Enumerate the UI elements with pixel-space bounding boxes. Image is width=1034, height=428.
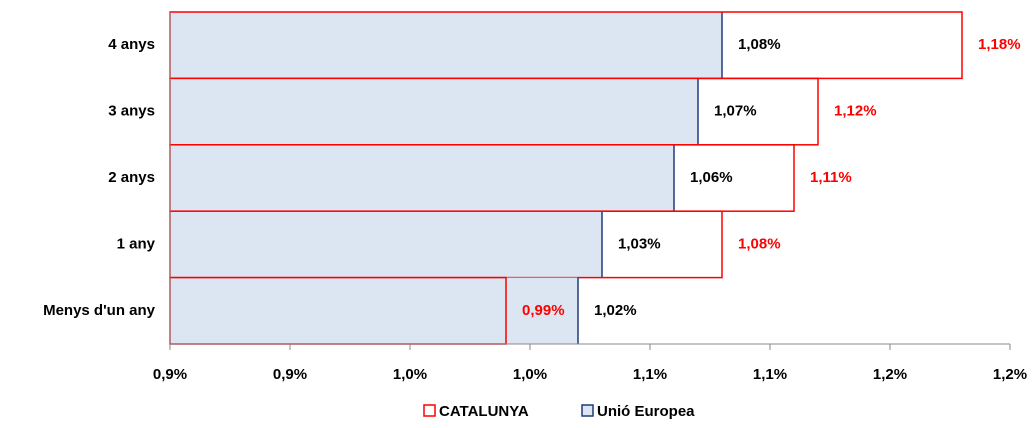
x-tick-label: 1,1%: [633, 366, 667, 383]
data-label: 1,07%: [714, 103, 757, 120]
bar: [170, 277, 578, 344]
legend-swatch: [581, 404, 594, 417]
x-tick-label: 1,1%: [753, 366, 787, 383]
data-label: 1,08%: [738, 36, 781, 53]
y-tick-label: 2 anys: [108, 169, 155, 186]
legend-swatch: [423, 404, 436, 417]
y-tick-label: Menys d'un any: [43, 302, 156, 319]
bar: [170, 78, 698, 145]
x-tick-label: 1,2%: [993, 366, 1027, 383]
bar: [170, 211, 602, 278]
data-label: 1,06%: [690, 169, 733, 186]
y-tick-label: 4 anys: [108, 36, 155, 53]
y-tick-label: 1 any: [117, 235, 156, 252]
x-tick-label: 1,2%: [873, 366, 907, 383]
x-tick-label: 1,0%: [393, 366, 427, 383]
bar: [170, 12, 722, 79]
bar: [170, 144, 674, 212]
data-label: 1,08%: [738, 235, 781, 252]
data-label: 0,99%: [522, 302, 565, 319]
data-label: 1,18%: [978, 36, 1021, 53]
data-label: 1,12%: [834, 103, 877, 120]
y-tick-label: 3 anys: [108, 103, 155, 120]
legend-label: CATALUNYA: [439, 403, 529, 420]
data-label: 1,02%: [594, 302, 637, 319]
x-tick-label: 0,9%: [273, 366, 307, 383]
data-label: 1,03%: [618, 235, 661, 252]
data-label: 1,11%: [810, 169, 852, 186]
legend-label: Unió Europea: [597, 403, 695, 420]
x-tick-label: 0,9%: [153, 366, 187, 383]
x-tick-label: 1,0%: [513, 366, 547, 383]
